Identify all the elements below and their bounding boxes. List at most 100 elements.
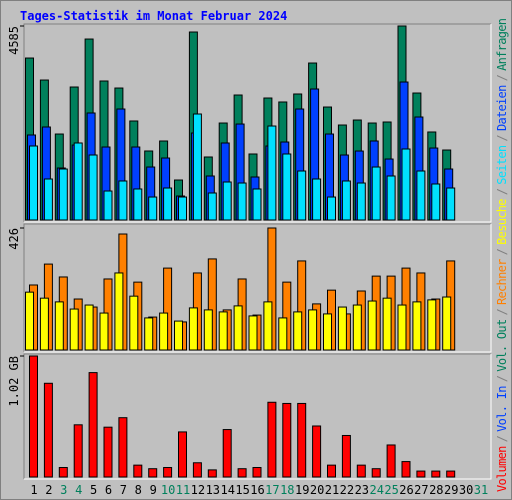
bar — [233, 305, 243, 351]
legend-separator: / — [495, 248, 509, 255]
legend-entry: Vol. Out — [495, 319, 509, 372]
legend-separator: / — [495, 375, 509, 382]
x-tick-label: 12 — [191, 483, 205, 497]
bar — [73, 142, 83, 221]
panel-border — [24, 354, 492, 480]
bar — [367, 300, 377, 351]
bar — [278, 317, 288, 351]
x-tick-label: 27 — [414, 483, 428, 497]
bar — [144, 317, 154, 351]
bar — [73, 424, 83, 478]
x-tick-label: 28 — [429, 483, 443, 497]
bar — [29, 355, 38, 478]
x-tick-label: 10 — [161, 483, 175, 497]
x-tick-label: 5 — [90, 483, 97, 497]
bar — [431, 183, 441, 221]
bar — [222, 181, 232, 221]
legend-entry: Dateien — [495, 85, 509, 131]
x-tick-label: 15 — [235, 483, 249, 497]
bar — [252, 467, 262, 478]
bar — [114, 272, 124, 351]
x-tick-label: 31 — [474, 483, 488, 497]
bar — [133, 464, 143, 478]
bar — [323, 313, 332, 351]
bar — [207, 469, 217, 478]
bar — [312, 425, 322, 478]
legend-entry: Vol. In — [495, 385, 509, 431]
bar — [386, 175, 396, 221]
bar — [427, 299, 437, 351]
bar — [203, 309, 213, 351]
bar — [103, 190, 113, 221]
bar — [327, 196, 336, 221]
y-tick-label: 1.02 GB — [7, 356, 21, 407]
x-tick-label: 22 — [340, 483, 354, 497]
bar — [133, 188, 143, 221]
bar — [218, 311, 228, 351]
bar — [297, 170, 307, 221]
bar — [412, 301, 422, 351]
x-tick-label: 23 — [355, 483, 369, 497]
legend-entry: Rechner — [495, 259, 509, 305]
panel — [24, 354, 491, 479]
bar — [192, 113, 202, 221]
bar — [308, 309, 318, 351]
x-tick-label: 18 — [280, 483, 294, 497]
panel-border — [24, 224, 492, 353]
bar — [192, 462, 202, 478]
bar — [29, 145, 38, 221]
x-tick-label: 11 — [176, 483, 190, 497]
bar — [446, 470, 456, 478]
chart-title: Tages-Statistik im Monat Februar 2024 — [20, 9, 287, 23]
bar — [159, 312, 169, 351]
bar — [58, 168, 68, 221]
bar — [69, 308, 79, 351]
bar — [237, 468, 247, 478]
legend-separator: / — [495, 134, 509, 141]
x-tick-label: 17 — [265, 483, 279, 497]
bar — [178, 196, 187, 221]
bar — [382, 297, 392, 351]
y-tick-label: 426 — [7, 228, 21, 250]
legend-entry: Volumen — [495, 446, 509, 492]
bar — [54, 301, 64, 351]
x-tick-label: 13 — [206, 483, 220, 497]
bar — [118, 417, 128, 478]
bar — [337, 306, 347, 351]
bar — [431, 470, 441, 478]
bar — [178, 431, 187, 478]
bar — [327, 464, 336, 478]
legend-separator: / — [495, 74, 509, 81]
bar — [341, 180, 351, 221]
bar — [248, 315, 258, 351]
bar — [163, 467, 173, 478]
bar — [99, 312, 109, 351]
x-tick-label: 7 — [120, 483, 127, 497]
bar — [174, 320, 183, 351]
bar — [43, 178, 53, 221]
bar — [356, 464, 366, 478]
bar — [148, 468, 158, 478]
bar — [43, 382, 53, 478]
x-tick-label: 8 — [135, 483, 142, 497]
bar — [263, 301, 273, 351]
bar — [282, 402, 292, 478]
legend-entry: Besuche — [495, 198, 509, 244]
bar — [397, 304, 407, 351]
bar — [356, 182, 366, 221]
bar — [267, 401, 277, 478]
bar — [371, 166, 381, 221]
bar — [282, 153, 292, 221]
bar — [129, 295, 139, 351]
x-tick-label: 21 — [325, 483, 339, 497]
bar — [237, 182, 247, 221]
bar — [401, 148, 411, 221]
bar — [222, 429, 232, 478]
x-tick-label: 9 — [150, 483, 157, 497]
bar — [25, 291, 34, 351]
bar — [267, 125, 277, 221]
bar — [416, 170, 426, 221]
bar — [297, 402, 307, 478]
panel-border — [24, 24, 492, 223]
x-tick-label: 26 — [399, 483, 413, 497]
